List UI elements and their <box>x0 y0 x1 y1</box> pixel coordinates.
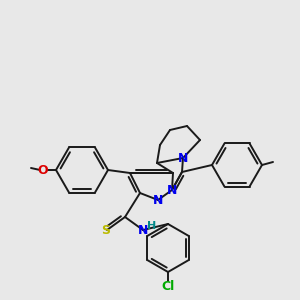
Text: N: N <box>178 152 188 164</box>
Text: H: H <box>147 221 157 231</box>
Text: Cl: Cl <box>161 280 175 292</box>
Text: N: N <box>138 224 148 236</box>
Text: S: S <box>101 224 110 236</box>
Text: O: O <box>38 164 48 176</box>
Text: N: N <box>167 184 177 196</box>
Text: N: N <box>153 194 163 206</box>
